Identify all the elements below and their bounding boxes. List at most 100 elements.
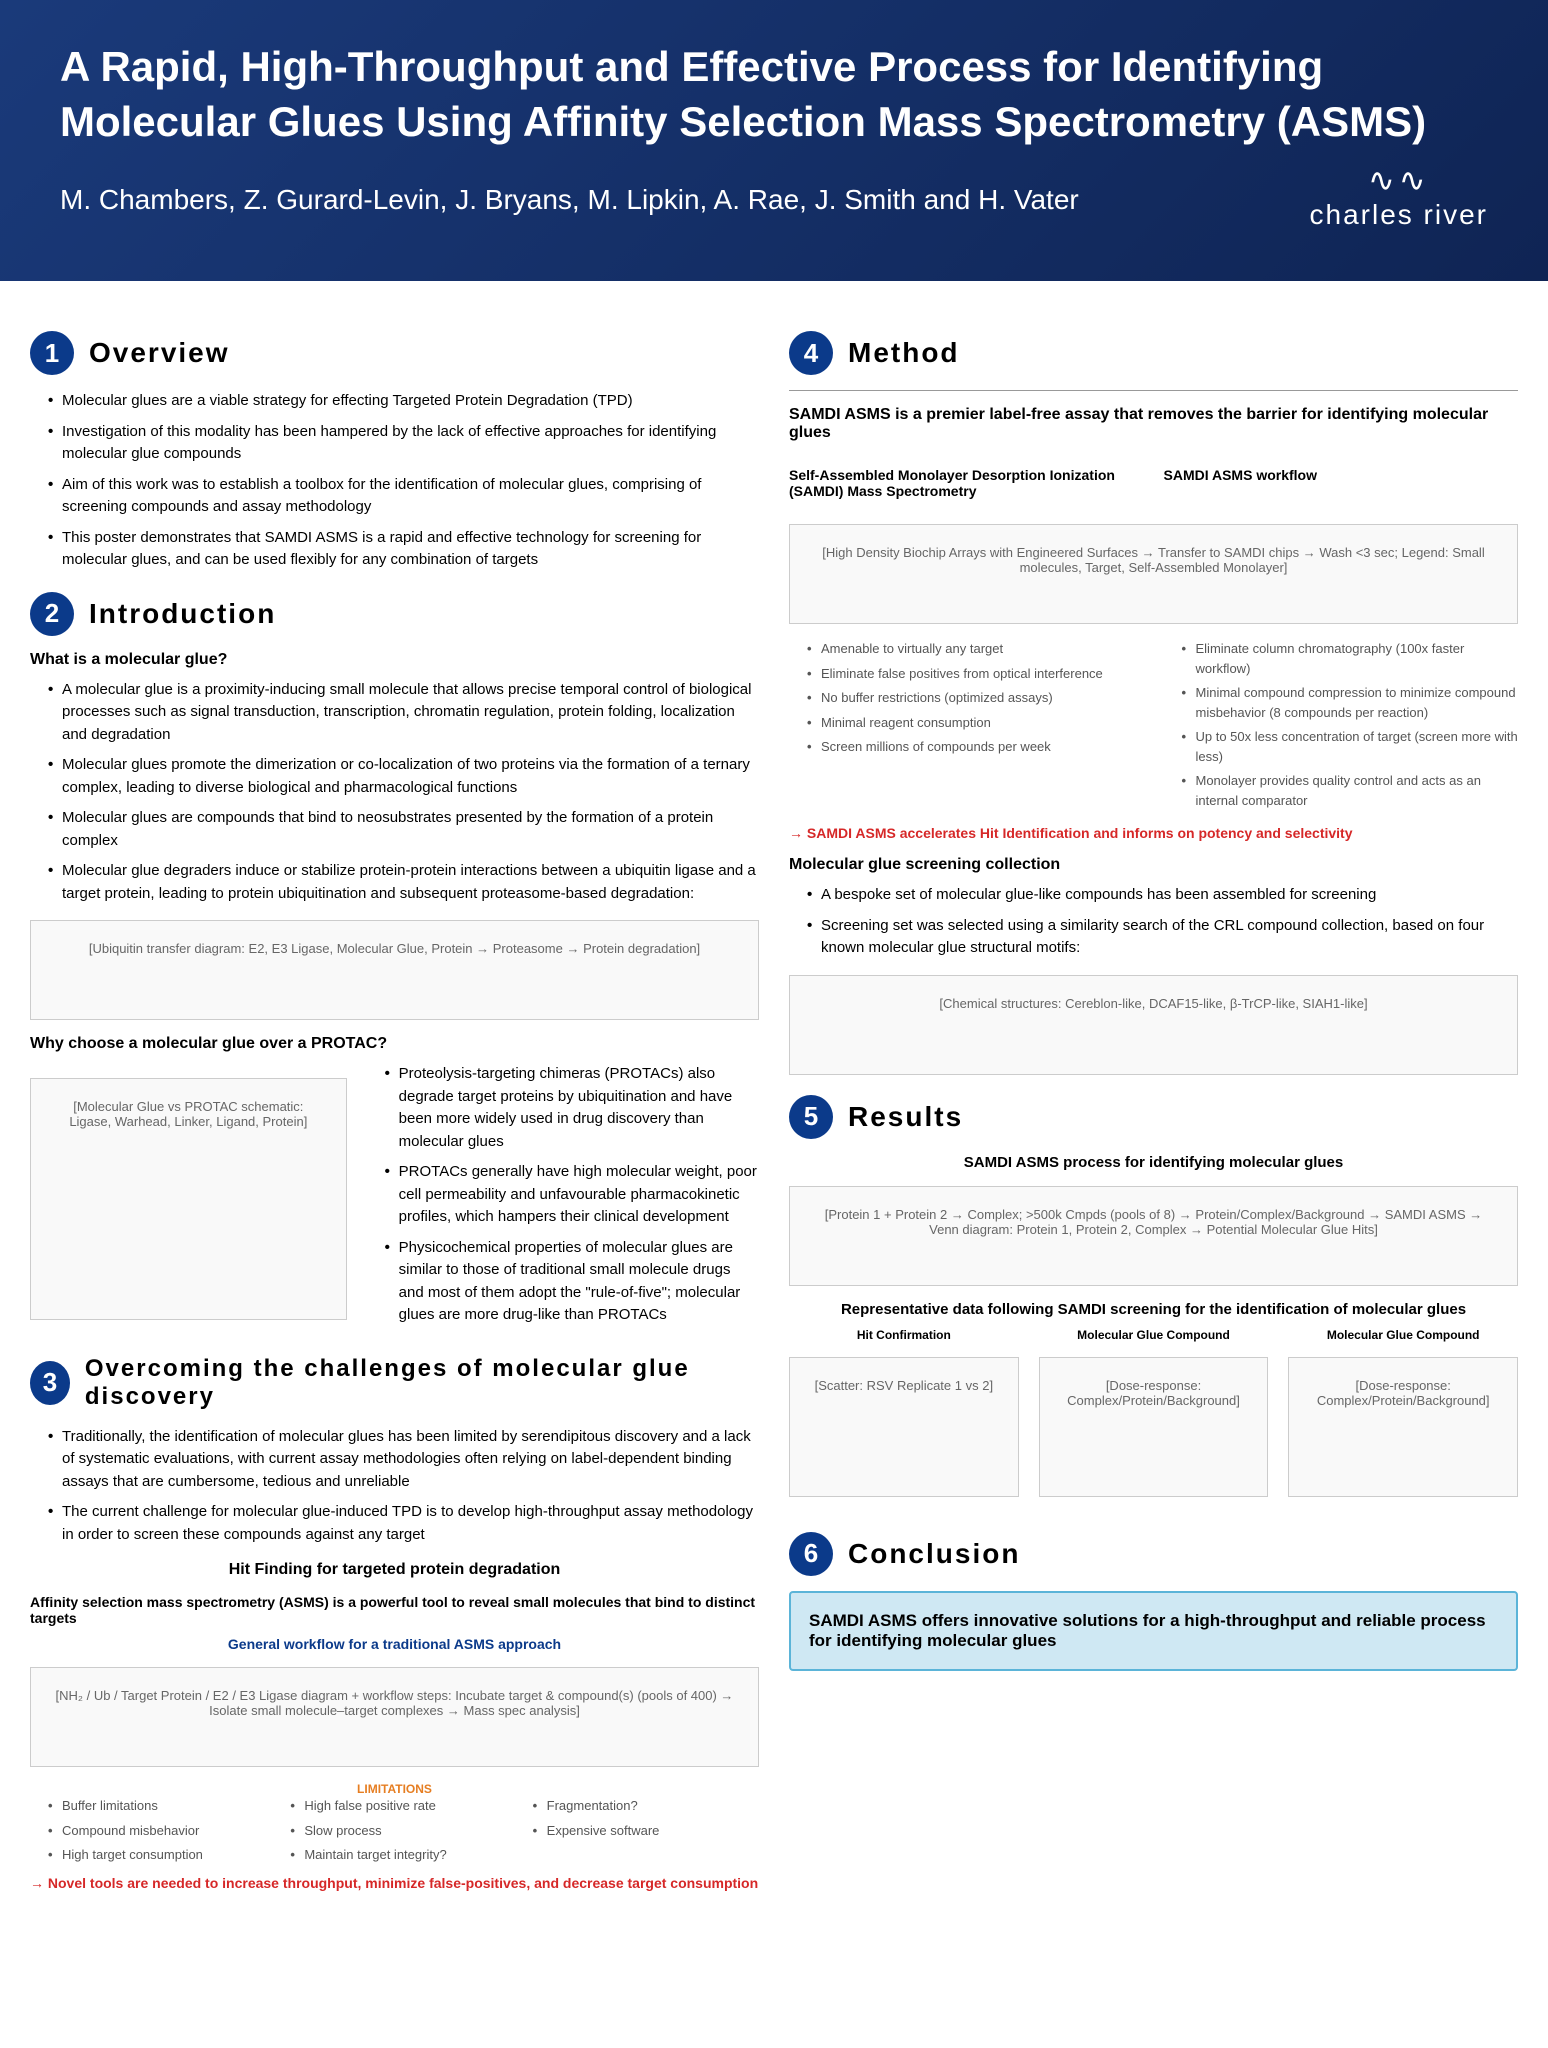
protac-text: Proteolysis-targeting chimeras (PROTACs)…	[367, 1063, 759, 1335]
section-title: Conclusion	[848, 1538, 1020, 1570]
chart-hit-confirmation: Hit Confirmation [Scatter: RSV Replicate…	[789, 1328, 1019, 1512]
dose-response-plot-1: [Dose-response: Complex/Protein/Backgrou…	[1039, 1357, 1269, 1497]
section-number: 4	[789, 331, 833, 375]
list-item: Compound misbehavior	[48, 1821, 274, 1841]
section-number: 3	[30, 1361, 70, 1405]
results-subhead1: SAMDI ASMS process for identifying molec…	[789, 1154, 1518, 1171]
left-column: 1 Overview Molecular glues are a viable …	[30, 311, 759, 1901]
list-item: PROTACs generally have high molecular we…	[385, 1161, 759, 1229]
section-number: 2	[30, 592, 74, 636]
section-2-header: 2 Introduction	[30, 592, 759, 636]
list-item: Aim of this work was to establish a tool…	[48, 474, 759, 519]
list-item: Amenable to virtually any target	[807, 639, 1144, 659]
list-item: Screen millions of compounds per week	[807, 737, 1144, 757]
chart-title: Molecular Glue Compound	[1288, 1328, 1518, 1342]
company-logo: ∿∿ charles river	[1310, 161, 1488, 231]
right-column: 4 Method SAMDI ASMS is a premier label-f…	[789, 311, 1518, 1901]
section-title: Method	[848, 337, 960, 369]
list-item: Molecular glues are a viable strategy fo…	[48, 390, 759, 413]
list-item: Up to 50x less concentration of target (…	[1182, 727, 1519, 766]
method-callout: → SAMDI ASMS accelerates Hit Identificat…	[789, 825, 1518, 841]
poster-body: 1 Overview Molecular glues are a viable …	[0, 281, 1548, 1931]
workflow-title: SAMDI ASMS workflow	[1164, 467, 1519, 499]
section-title: Results	[848, 1101, 963, 1133]
chart-glue-compound-1: Molecular Glue Compound [Dose-response: …	[1039, 1328, 1269, 1512]
dose-response-plot-2: [Dose-response: Complex/Protein/Backgrou…	[1288, 1357, 1518, 1497]
results-subhead2: Representative data following SAMDI scre…	[789, 1301, 1518, 1318]
chemical-structures: [Chemical structures: Cereblon-like, DCA…	[789, 975, 1518, 1075]
method-bullets: Amenable to virtually any target Elimina…	[789, 639, 1518, 815]
list-item: Minimal compound compression to minimize…	[1182, 683, 1519, 722]
list-item: Investigation of this modality has been …	[48, 421, 759, 466]
section-number: 5	[789, 1095, 833, 1139]
section-1-header: 1 Overview	[30, 331, 759, 375]
method-left-bullets: Amenable to virtually any target Elimina…	[789, 639, 1144, 815]
protac-comparison: [Molecular Glue vs PROTAC schematic: Lig…	[30, 1063, 759, 1335]
list-item: Physicochemical properties of molecular …	[385, 1237, 759, 1327]
section-title: Introduction	[89, 598, 276, 630]
section-5-header: 5 Results	[789, 1095, 1518, 1139]
chart-glue-compound-2: Molecular Glue Compound [Dose-response: …	[1288, 1328, 1518, 1512]
list-item: Monolayer provides quality control and a…	[1182, 771, 1519, 810]
section-title: Overcoming the challenges of molecular g…	[85, 1355, 759, 1411]
limitations-title: LIMITATIONS	[30, 1782, 759, 1796]
logo-mark: ∿∿	[1310, 161, 1488, 199]
list-item: Buffer limitations	[48, 1796, 274, 1816]
list-item: Molecular glues are compounds that bind …	[48, 807, 759, 852]
list-item: A molecular glue is a proximity-inducing…	[48, 679, 759, 747]
asms-workflow-diagram: [NH₂ / Ub / Target Protein / E2 / E3 Lig…	[30, 1667, 759, 1767]
logo-text: charles river	[1310, 199, 1488, 231]
samdi-title: Self-Assembled Monolayer Desorption Ioni…	[789, 467, 1144, 499]
chart-title: Molecular Glue Compound	[1039, 1328, 1269, 1342]
list-item: A bespoke set of molecular glue-like com…	[807, 884, 1518, 907]
section-3-header: 3 Overcoming the challenges of molecular…	[30, 1355, 759, 1411]
section-title: Overview	[89, 337, 230, 369]
list-item: This poster demonstrates that SAMDI ASMS…	[48, 527, 759, 572]
list-item: Fragmentation?	[533, 1796, 759, 1816]
list-item: Expensive software	[533, 1821, 759, 1841]
divider	[789, 390, 1518, 391]
list-item: Slow process	[290, 1821, 516, 1841]
list-item: Screening set was selected using a simil…	[807, 915, 1518, 960]
hit-finding-subhead: Hit Finding for targeted protein degrada…	[30, 1561, 759, 1579]
conclusion-box: SAMDI ASMS offers innovative solutions f…	[789, 1591, 1518, 1671]
list-item: Eliminate false positives from optical i…	[807, 664, 1144, 684]
samdi-workflow-diagram: [High Density Biochip Arrays with Engine…	[789, 524, 1518, 624]
list-item: No buffer restrictions (optimized assays…	[807, 688, 1144, 708]
list-item: High false positive rate	[290, 1796, 516, 1816]
ubiquitin-diagram: [Ubiquitin transfer diagram: E2, E3 Liga…	[30, 920, 759, 1020]
list-item: High target consumption	[48, 1845, 274, 1865]
section-number: 1	[30, 331, 74, 375]
workflow-title: General workflow for a traditional ASMS …	[30, 1636, 759, 1652]
list-item: Maintain target integrity?	[290, 1845, 516, 1865]
chart-title: Hit Confirmation	[789, 1328, 1019, 1342]
collection-title: Molecular glue screening collection	[789, 856, 1518, 874]
poster-header: A Rapid, High-Throughput and Effective P…	[0, 0, 1548, 281]
intro-q1: What is a molecular glue?	[30, 651, 759, 669]
list-item: Proteolysis-targeting chimeras (PROTACs)…	[385, 1063, 759, 1153]
results-charts: Hit Confirmation [Scatter: RSV Replicate…	[789, 1328, 1518, 1512]
list-item: Eliminate column chromatography (100x fa…	[1182, 639, 1519, 678]
asms-intro: Affinity selection mass spectrometry (AS…	[30, 1594, 759, 1626]
challenges-callout: → Novel tools are needed to increase thr…	[30, 1875, 759, 1891]
process-diagram: [Protein 1 + Protein 2 → Complex; >500k …	[789, 1186, 1518, 1286]
glue-vs-protac-diagram: [Molecular Glue vs PROTAC schematic: Lig…	[30, 1078, 347, 1320]
list-item: The current challenge for molecular glue…	[48, 1501, 759, 1546]
poster-title: A Rapid, High-Throughput and Effective P…	[60, 40, 1488, 149]
section-6-header: 6 Conclusion	[789, 1532, 1518, 1576]
challenges-bullets: Traditionally, the identification of mol…	[30, 1426, 759, 1547]
intro-bullets-1: A molecular glue is a proximity-inducing…	[30, 679, 759, 906]
scatter-plot-1: [Scatter: RSV Replicate 1 vs 2]	[789, 1357, 1019, 1497]
poster-authors: M. Chambers, Z. Gurard-Levin, J. Bryans,…	[60, 179, 1488, 221]
intro-q2: Why choose a molecular glue over a PROTA…	[30, 1035, 759, 1053]
list-item: Minimal reagent consumption	[807, 713, 1144, 733]
list-item: Molecular glues promote the dimerization…	[48, 754, 759, 799]
section-4-header: 4 Method	[789, 331, 1518, 375]
method-right-bullets: Eliminate column chromatography (100x fa…	[1164, 639, 1519, 815]
list-item: Molecular glue degraders induce or stabi…	[48, 860, 759, 905]
limitations-list: Buffer limitations Compound misbehavior …	[30, 1796, 759, 1865]
list-item: Traditionally, the identification of mol…	[48, 1426, 759, 1494]
overview-bullets: Molecular glues are a viable strategy fo…	[30, 390, 759, 572]
method-titles: Self-Assembled Monolayer Desorption Ioni…	[789, 452, 1518, 509]
section-number: 6	[789, 1532, 833, 1576]
